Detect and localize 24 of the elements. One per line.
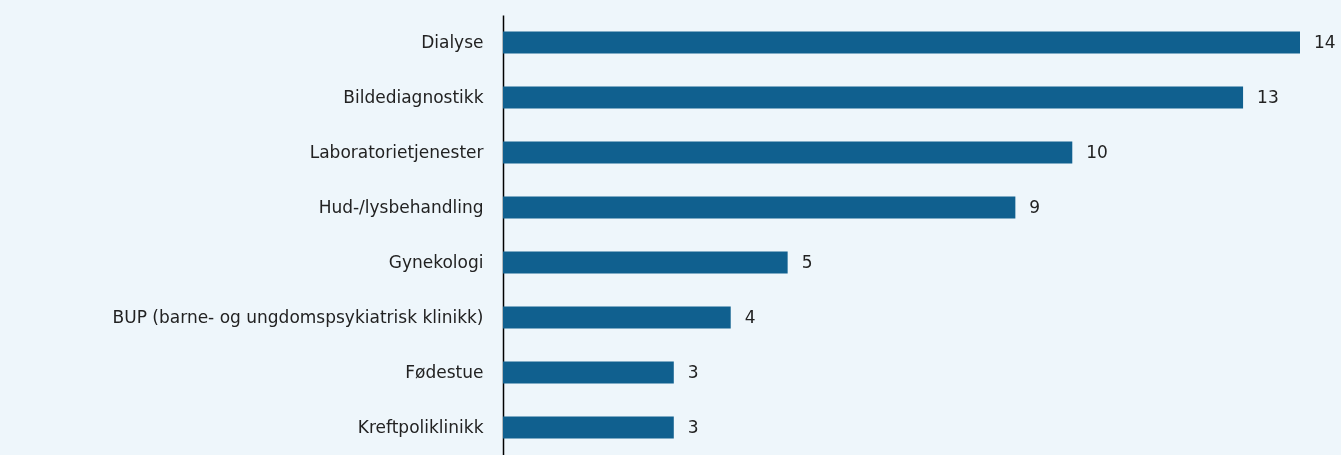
data-label: 3 <box>687 361 699 382</box>
bar <box>503 31 1300 54</box>
bar <box>503 251 788 274</box>
bar <box>503 416 674 439</box>
data-label: 10 <box>1086 141 1108 162</box>
y-tick-label: Fødestue <box>405 361 484 382</box>
y-tick-label: Kreftpoliklinikk <box>357 416 484 437</box>
y-tick-label: BUP (barne- og ungdomspsykiatrisk klinikk) <box>112 306 484 327</box>
y-tick-label: Dialyse <box>421 31 484 52</box>
data-label: 5 <box>801 251 813 272</box>
data-label: 4 <box>744 306 756 327</box>
y-tick-label: Bildediagnostikk <box>343 86 484 107</box>
y-tick-label: Laboratorietjenester <box>309 141 484 162</box>
data-label: 13 <box>1257 86 1279 107</box>
data-label: 14 <box>1314 31 1336 52</box>
y-tick-label: Hud-/lysbehandling <box>318 196 484 217</box>
data-label: 9 <box>1029 196 1041 217</box>
bar <box>503 196 1016 219</box>
data-label: 3 <box>687 416 699 437</box>
y-tick-label: Gynekologi <box>388 251 484 272</box>
bar <box>503 361 674 384</box>
bar <box>503 141 1073 164</box>
bar <box>503 86 1244 109</box>
bar <box>503 306 731 329</box>
